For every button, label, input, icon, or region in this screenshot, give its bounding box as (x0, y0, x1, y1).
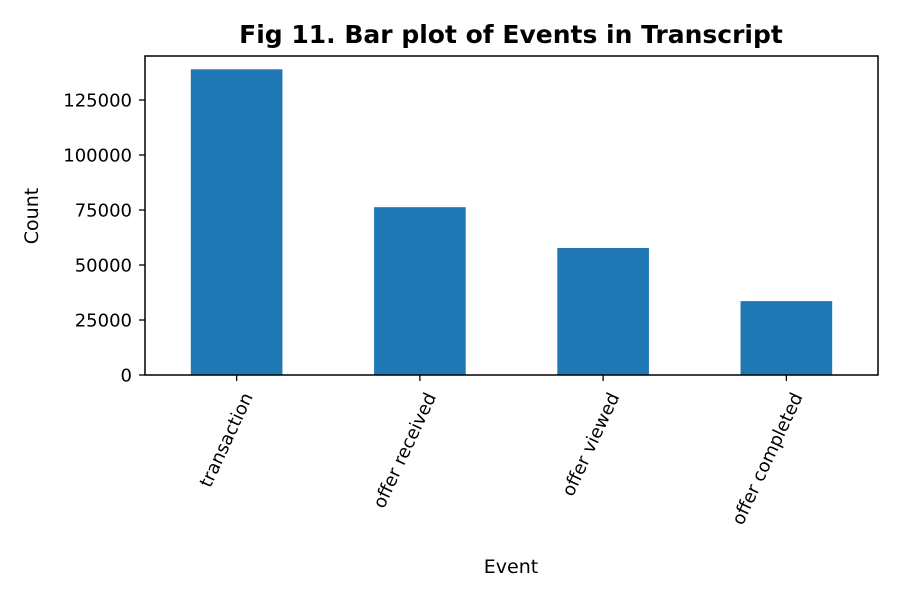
x-tick-label: offer received (369, 390, 441, 512)
y-tick-label: 0 (121, 366, 132, 387)
plot-frame (144, 55, 879, 376)
bar-offer-received (374, 207, 466, 375)
x-tick-label: offer completed (728, 390, 808, 529)
x-tick-label: offer viewed (558, 390, 624, 500)
chart-title: Fig 11. Bar plot of Events in Transcript (239, 20, 783, 49)
bar-transaction (190, 69, 283, 376)
y-tick-label: 75000 (75, 201, 132, 222)
y-tick-label: 100000 (63, 146, 132, 167)
plot-area: 0 25000 50000 75000 100000 125000 transaction o… (63, 55, 879, 529)
y-tick-label: 125000 (63, 91, 132, 112)
x-tick-label: transaction (196, 390, 258, 491)
y-tick-label: 25000 (75, 311, 132, 332)
y-tick-label: 50000 (75, 256, 132, 277)
y-axis-label: Count (21, 188, 43, 244)
bar-offer-completed (740, 301, 833, 375)
x-axis-label: Event (484, 556, 538, 578)
bar-offer-viewed (557, 248, 649, 375)
